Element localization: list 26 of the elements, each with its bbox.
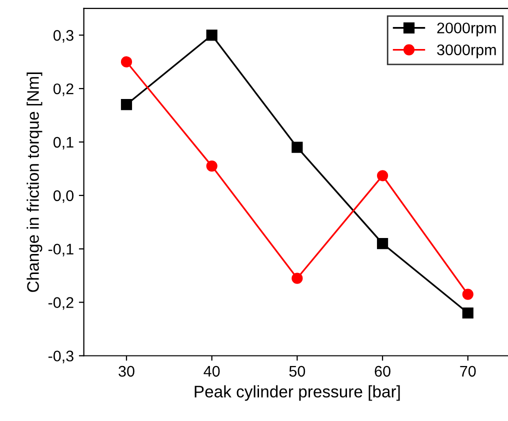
point [120,56,132,68]
point [376,170,388,182]
point [292,272,303,284]
x-tick-label: 70 [460,366,476,377]
point [462,307,474,319]
y-tick-label: -0,2 [48,297,74,310]
y-tick-label: -0,3 [48,350,74,364]
point [462,288,474,300]
legend-label: 2000rpm [437,22,496,36]
point [206,30,218,41]
point [120,99,132,110]
point [206,160,218,172]
y-tick-label: 0,1 [53,136,74,150]
x-axis-title: Peak cylinder pressure [bar] [194,385,400,401]
y-tick-label: 0,3 [53,30,74,43]
point [376,238,388,250]
y-tick-label: 0,0 [53,190,74,203]
y-tick-label: -0,1 [48,244,74,256]
x-tick-label: 40 [204,366,220,377]
point [292,142,303,153]
legend-label: 3000rpm [437,44,496,58]
x-tick-label: 30 [118,366,134,377]
y-axis-title: Change in friction torque [Nm] [26,72,42,292]
x-tick-label: 60 [374,366,390,377]
y-tick-label: 0,2 [53,83,74,96]
x-tick-label: 50 [289,366,306,377]
